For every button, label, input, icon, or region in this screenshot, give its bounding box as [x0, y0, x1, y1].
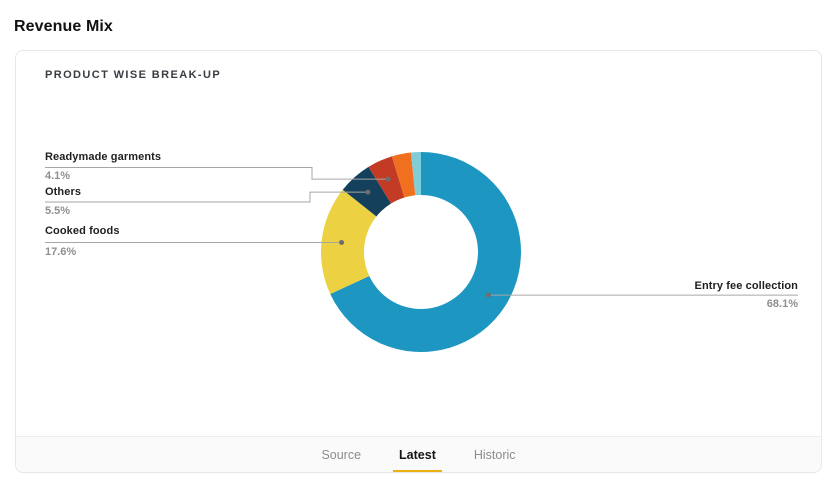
slice-label-value: 4.1%: [45, 170, 71, 182]
label-connector-dot: [365, 189, 371, 195]
tab-historic[interactable]: Historic: [473, 447, 516, 462]
chart-footer-tabs: Source Latest Historic: [16, 436, 821, 472]
product-breakup-donut-chart: [45, 152, 798, 353]
donut-slice-5[interactable]: [410, 152, 421, 196]
slice-label-name: Readymade garments: [45, 151, 162, 163]
slice-label-others: Others 5.5%: [45, 186, 81, 217]
slice-label-value: 5.5%: [45, 205, 71, 217]
tab-latest[interactable]: Latest: [393, 437, 442, 472]
label-connector-dot: [485, 292, 491, 298]
page-title: Revenue Mix: [14, 18, 113, 35]
slice-label-entry-fee-collection: Entry fee collection 68.1%: [695, 280, 798, 310]
label-connector-dot: [385, 176, 391, 182]
donut-slice-4[interactable]: [391, 152, 416, 198]
slice-label-name: Others: [45, 186, 82, 198]
slice-label-name: Cooked foods: [45, 225, 120, 237]
card-header: PRODUCT WISE BREAK-UP: [45, 69, 222, 81]
label-connector-line: [45, 191, 368, 203]
revenue-mix-card: PRODUCT WISE BREAK-UP Readymade garments…: [15, 50, 822, 473]
slice-label-name: Entry fee collection: [694, 280, 798, 292]
donut-slice-cooked-foods[interactable]: [321, 189, 377, 295]
slice-label-cooked-foods: Cooked foods 17.6%: [45, 225, 120, 258]
tab-source[interactable]: Source: [321, 447, 362, 462]
slice-label-value: 68.1%: [766, 298, 798, 310]
donut-slice-entry-fee-collection[interactable]: [330, 152, 521, 353]
slice-label-value: 17.6%: [45, 246, 77, 258]
slice-label-readymade-garments: Readymade garments 4.1%: [45, 151, 161, 182]
label-connector-dot: [339, 239, 345, 245]
label-connector-line: [45, 167, 389, 180]
